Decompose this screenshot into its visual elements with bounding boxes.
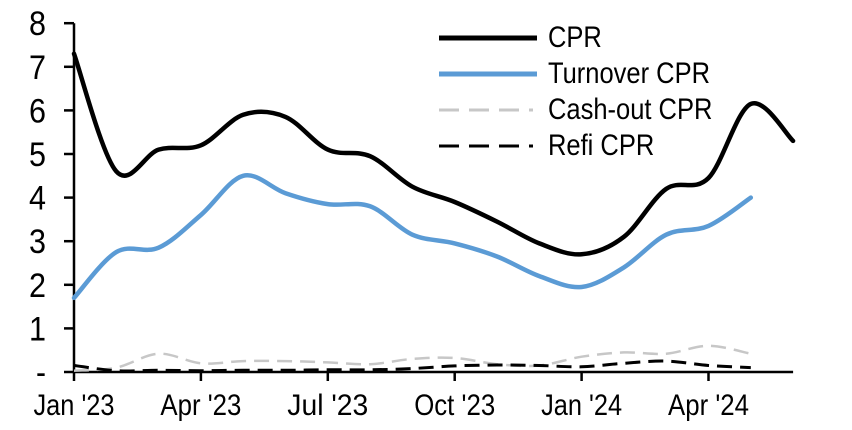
y-tick-label: 3 <box>29 223 46 261</box>
cpr-line <box>71 51 796 257</box>
y-tick-label: 7 <box>29 49 46 87</box>
data-series <box>71 51 796 373</box>
legend-line-sample-refi-cpr <box>439 144 537 148</box>
x-tick-label: Jul '23 <box>287 389 368 422</box>
y-tick-label: 4 <box>29 180 46 218</box>
legend-item-cpr: CPR <box>438 20 741 56</box>
legend-item-cash-out-cpr: Cash-out CPR <box>438 92 741 128</box>
legend-item-refi-cpr: Refi CPR <box>438 128 741 164</box>
x-tick-label: Oct '23 <box>414 389 495 422</box>
turnover-cpr-line <box>71 173 754 301</box>
legend-line-sample-turnover-cpr <box>439 71 537 77</box>
y-tick-label: 6 <box>29 92 46 130</box>
legend-label-turnover-cpr: Turnover CPR <box>548 57 711 90</box>
y-tick-label: - <box>36 354 46 392</box>
legend-line-sample-cash-out-cpr <box>439 108 537 112</box>
x-tick-label: Jan '23 <box>34 389 115 422</box>
legend-line-sample-cpr <box>439 35 537 41</box>
x-tick-label: Apr '23 <box>160 389 241 422</box>
x-tick-label: Jan '24 <box>541 389 622 422</box>
legend-label-refi-cpr: Refi CPR <box>548 129 655 162</box>
legend-label-cash-out-cpr: Cash-out CPR <box>548 93 713 126</box>
y-tick-label: 8 <box>29 5 46 43</box>
axis-labels: - 1 2 3 4 5 6 7 8 Jan '23 Apr '23 Jul '23 Oct '23 Jan… <box>29 5 749 422</box>
legend-label-cpr: CPR <box>548 21 602 54</box>
y-tick-label: 2 <box>29 267 46 305</box>
legend-item-turnover-cpr: Turnover CPR <box>438 56 741 92</box>
chart-legend: CPR Turnover CPR Cash-out CPR Refi CPR <box>438 20 741 164</box>
axes <box>64 21 794 381</box>
y-tick-label: 1 <box>29 310 46 348</box>
x-tick-label: Apr '24 <box>668 389 749 422</box>
y-tick-label: 5 <box>29 136 46 174</box>
cash-out-cpr-line <box>73 344 752 372</box>
refi-cpr-line <box>73 359 751 373</box>
